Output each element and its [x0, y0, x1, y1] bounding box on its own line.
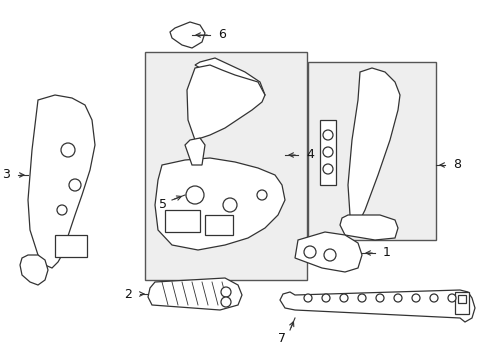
- Circle shape: [221, 287, 230, 297]
- Circle shape: [447, 294, 455, 302]
- Circle shape: [323, 164, 332, 174]
- Circle shape: [357, 294, 365, 302]
- Text: 8: 8: [452, 158, 460, 171]
- Circle shape: [304, 246, 315, 258]
- Polygon shape: [294, 232, 361, 272]
- Circle shape: [61, 143, 75, 157]
- Circle shape: [323, 147, 332, 157]
- Text: 4: 4: [305, 148, 313, 162]
- Circle shape: [304, 294, 311, 302]
- Circle shape: [257, 190, 266, 200]
- Circle shape: [321, 294, 329, 302]
- Polygon shape: [184, 138, 204, 165]
- Bar: [307, 62, 435, 240]
- Bar: [204, 215, 232, 235]
- Circle shape: [339, 294, 347, 302]
- Polygon shape: [280, 290, 474, 322]
- Circle shape: [324, 249, 335, 261]
- Polygon shape: [148, 278, 242, 310]
- Text: 3: 3: [2, 168, 10, 181]
- Text: 5: 5: [159, 198, 167, 211]
- Polygon shape: [20, 255, 48, 285]
- Circle shape: [429, 294, 437, 302]
- Polygon shape: [195, 58, 264, 100]
- Circle shape: [393, 294, 401, 302]
- Circle shape: [223, 198, 237, 212]
- Circle shape: [69, 179, 81, 191]
- Polygon shape: [155, 158, 285, 250]
- Circle shape: [185, 186, 203, 204]
- Text: 7: 7: [278, 332, 285, 345]
- Circle shape: [323, 130, 332, 140]
- Bar: [164, 210, 200, 232]
- Text: 6: 6: [218, 28, 225, 41]
- Bar: [55, 235, 87, 257]
- Polygon shape: [186, 65, 264, 140]
- Circle shape: [375, 294, 383, 302]
- Circle shape: [57, 205, 67, 215]
- Circle shape: [411, 294, 419, 302]
- Polygon shape: [170, 22, 204, 48]
- Bar: [319, 120, 335, 185]
- Polygon shape: [28, 95, 95, 268]
- Text: 1: 1: [382, 247, 390, 260]
- Polygon shape: [347, 68, 399, 230]
- Bar: [454, 292, 468, 314]
- Polygon shape: [339, 215, 397, 240]
- Bar: [457, 295, 465, 303]
- Text: 2: 2: [124, 288, 132, 301]
- Bar: [145, 52, 306, 280]
- Circle shape: [221, 297, 230, 307]
